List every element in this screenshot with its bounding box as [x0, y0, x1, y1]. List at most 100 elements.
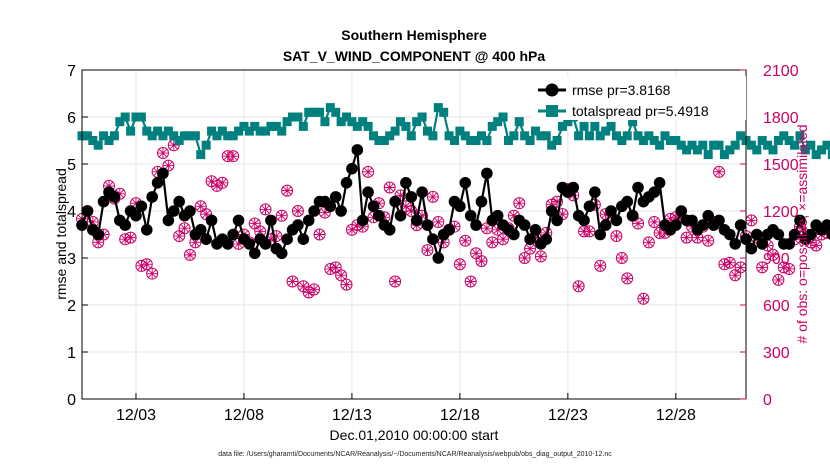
- totalspread-point: [731, 141, 740, 150]
- rmse-point: [540, 233, 552, 245]
- totalspread-point: [315, 108, 324, 117]
- totalspread-point: [401, 122, 410, 131]
- totalspread-point: [407, 131, 416, 140]
- rmse-point: [584, 201, 596, 213]
- assimilated-obs-marker: [714, 167, 724, 177]
- rmse-point: [357, 215, 369, 227]
- totalspread-point: [191, 131, 200, 140]
- totalspread-point: [704, 150, 713, 159]
- assimilated-obs-marker: [174, 231, 184, 241]
- totalspread-point: [202, 141, 211, 150]
- totalspread-point: [299, 122, 308, 131]
- rmse-point: [567, 182, 579, 194]
- assimilated-obs-marker: [293, 206, 303, 216]
- rmse-point: [589, 186, 601, 198]
- rmse-point: [276, 248, 288, 260]
- totalspread-point: [121, 113, 130, 122]
- right-y-tick-label: 1800: [763, 110, 799, 127]
- assimilated-obs-marker: [638, 294, 648, 304]
- totalspread-point: [137, 113, 146, 122]
- rmse-point: [459, 177, 471, 189]
- assimilated-obs-marker: [498, 234, 508, 244]
- totalspread-point: [509, 131, 518, 140]
- totalspread-point: [526, 136, 535, 145]
- totalspread-point: [655, 141, 664, 150]
- totalspread-point: [110, 131, 119, 140]
- rmse-point: [233, 215, 245, 227]
- assimilated-obs-marker: [331, 262, 341, 272]
- rmse-point: [443, 224, 455, 236]
- totalspread-point: [428, 131, 437, 140]
- rmse-point: [146, 191, 158, 203]
- rmse-point: [335, 205, 347, 217]
- assimilated-obs-marker: [282, 186, 292, 196]
- totalspread-point: [196, 150, 205, 159]
- x-tick-label: 12/08: [224, 407, 264, 424]
- rmse-point: [384, 224, 396, 236]
- assimilated-obs-marker: [207, 176, 217, 186]
- assimilated-obs-marker: [287, 276, 297, 286]
- chart-subtitle: SAT_V_WIND_COMPONENT @ 400 hPa: [283, 48, 546, 64]
- rmse-point: [346, 163, 358, 175]
- right-y-tick-label: 0: [763, 392, 772, 409]
- rmse-point: [362, 186, 374, 198]
- rmse-point: [735, 219, 747, 231]
- totalspread-point: [715, 141, 724, 150]
- rmse-point: [432, 252, 444, 264]
- rmse-point: [411, 215, 423, 227]
- rmse-point: [227, 229, 239, 241]
- assimilated-obs-marker: [250, 218, 260, 228]
- assimilated-obs-marker: [617, 253, 627, 263]
- assimilated-obs-marker: [536, 251, 546, 261]
- assimilated-obs-marker: [773, 275, 783, 285]
- totalspread-point: [418, 113, 427, 122]
- assimilated-obs-marker: [574, 281, 584, 291]
- rmse-point: [454, 201, 466, 213]
- rmse-point: [422, 219, 434, 231]
- totalspread-point: [698, 141, 707, 150]
- assimilated-obs-marker: [196, 201, 206, 211]
- obs-layer: [77, 140, 830, 405]
- assimilated-obs-marker: [476, 256, 486, 266]
- assimilated-obs-marker: [347, 225, 357, 235]
- right-y-tick-label: 600: [763, 298, 790, 315]
- totalspread-point: [391, 127, 400, 136]
- rmse-point: [481, 168, 493, 180]
- rmse-point: [330, 191, 342, 203]
- x-tick-label: 12/03: [116, 407, 156, 424]
- assimilated-obs-marker: [514, 198, 524, 208]
- rmse-point: [292, 219, 304, 231]
- left-y-tick-label: 0: [67, 392, 76, 409]
- totalspread-point: [752, 145, 761, 154]
- assimilated-obs-marker: [520, 253, 530, 263]
- x-tick-label: 12/18: [440, 407, 480, 424]
- right-y-tick-label: 300: [763, 345, 790, 362]
- assimilated-obs-marker: [682, 233, 692, 243]
- assimilated-obs-marker: [228, 151, 238, 161]
- x-axis-label: Dec.01,2010 00:00:00 start: [330, 427, 499, 443]
- assimilated-obs-marker: [611, 231, 621, 241]
- assimilated-obs-marker: [811, 240, 821, 250]
- left-y-axis-label: rmse and totalspread: [53, 168, 69, 300]
- assimilated-obs-marker: [649, 217, 659, 227]
- data-file-footer: data file: /Users/gharamti/Documents/NCA…: [0, 451, 830, 458]
- rmse-point: [109, 191, 121, 203]
- rmse-point: [406, 191, 418, 203]
- rmse-point: [157, 168, 169, 180]
- totalspread-point: [607, 122, 616, 131]
- legend-rmse-label: rmse pr=3.8168: [572, 82, 671, 98]
- rmse-point: [92, 229, 104, 241]
- rmse-point: [341, 177, 353, 189]
- assimilated-obs-marker: [422, 245, 432, 255]
- legend-rmse-marker: [546, 84, 559, 97]
- assimilated-obs-marker: [298, 281, 308, 291]
- totalspread-point: [515, 117, 524, 126]
- assimilated-obs-marker: [336, 270, 346, 280]
- assimilated-obs-marker: [277, 211, 287, 221]
- rmse-point: [206, 215, 218, 227]
- totalspread-point: [293, 113, 302, 122]
- assimilated-obs-marker: [180, 223, 190, 233]
